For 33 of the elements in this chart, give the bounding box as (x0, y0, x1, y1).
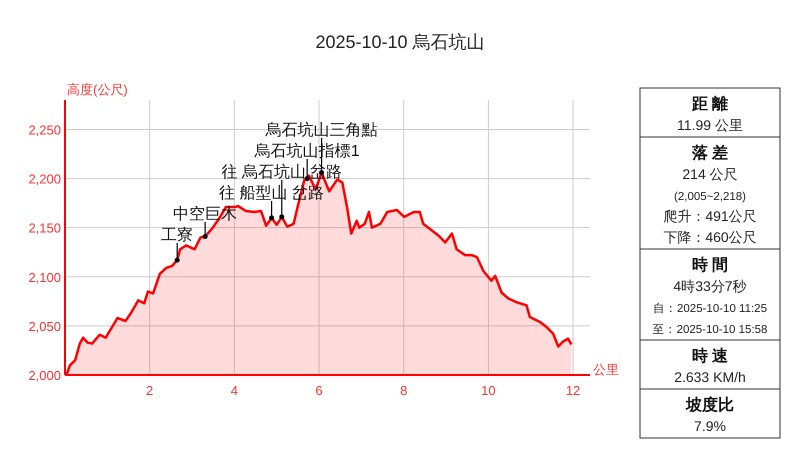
text: 坡度比 (685, 395, 734, 414)
text: 4時33分7秒 (673, 278, 747, 294)
text: 時 間 (692, 256, 728, 274)
text: 落 差 (690, 144, 728, 162)
x-tick-label: 6 (315, 383, 323, 398)
y-tick-label: 2,150 (28, 220, 61, 236)
text: 214 公尺 (682, 166, 738, 182)
text: 下降：460公尺 (663, 229, 757, 245)
annotation: 中空巨木 (173, 205, 238, 223)
y-tick-label: 2,200 (28, 172, 61, 187)
text: 7.9% (694, 418, 726, 434)
text: 2.633 KM/h (674, 369, 746, 385)
y-tick-label: 2,050 (28, 318, 61, 334)
text: 自：2025-10-10 11:25 (653, 302, 767, 315)
text: (2,005~2,218) (674, 191, 746, 203)
y-tick-label: 2,250 (28, 122, 61, 138)
x-tick-label: 2 (146, 383, 154, 398)
text: 至：2025-10-10 15:58 (652, 323, 768, 336)
y-tick-label: 2,100 (28, 270, 61, 285)
text: 爬升：491公尺 (663, 208, 757, 224)
text: 時 速 (692, 347, 730, 365)
x-tick-label: 12 (566, 383, 580, 398)
y-axis-title: 高度(公尺) (67, 82, 128, 97)
text: 距 離 (690, 95, 728, 113)
annotation: 工寮 (161, 226, 194, 244)
y-tick-label: 2,000 (28, 368, 61, 383)
x-tick-label: 10 (481, 383, 496, 398)
x-tick-label: 8 (400, 383, 408, 398)
x-tick-label: 4 (230, 383, 238, 398)
text: 11.99 公里 (677, 117, 743, 133)
chart-title: 2025-10-10 烏石坑山 (315, 32, 485, 52)
annotation: 烏石坑山三角點 (264, 121, 378, 139)
x-axis-title: 公里 (593, 362, 619, 377)
